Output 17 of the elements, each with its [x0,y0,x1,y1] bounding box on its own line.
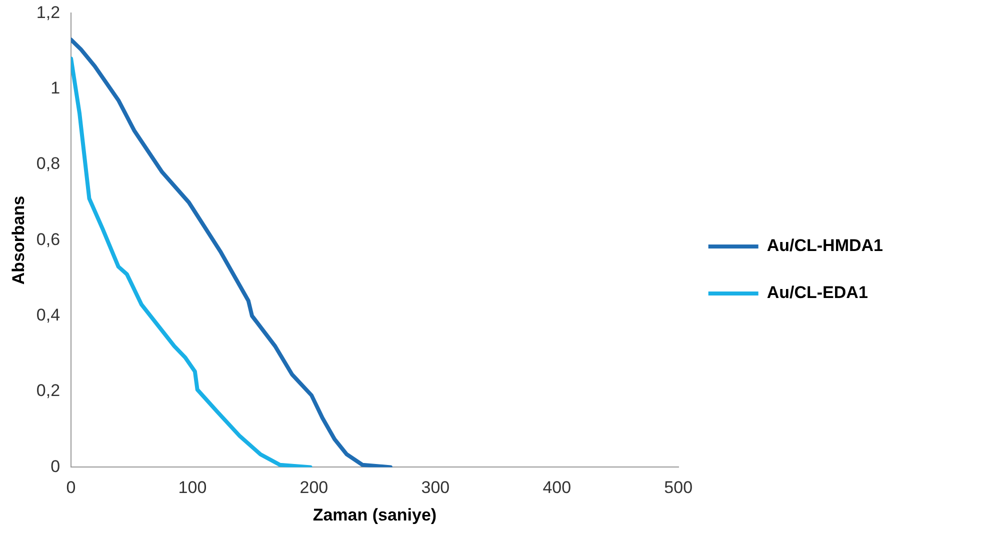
x-tick-label: 300 [421,478,450,498]
y-tick-label: 0,8 [36,154,60,174]
y-tick-label: 0,4 [36,306,60,325]
legend-label: Au/CL-EDA1 [766,283,868,302]
y-tick-label: 0 [50,456,60,476]
legend-label: Au/CL-HMDA1 [766,236,884,256]
x-tick-label: 200 [300,478,328,498]
y-tick-label: 0,6 [36,230,60,249]
x-axis-title: Zaman (saniye) [312,505,437,524]
y-axis-title: Absorbans [8,196,28,285]
y-tick-label: 0,2 [36,381,60,400]
y-tick-label: 1,2 [36,2,60,22]
x-tick-label: 400 [542,478,572,498]
x-tick-label: 0 [66,478,76,498]
x-tick-label: 500 [664,478,693,498]
y-tick-label: 1 [50,78,60,98]
x-tick-label: 100 [178,478,207,498]
